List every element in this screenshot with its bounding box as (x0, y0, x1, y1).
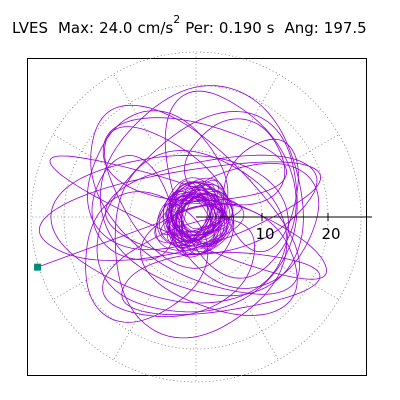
trace-loop-7 (49, 155, 327, 280)
grid-spoke-210 (52, 262, 118, 300)
grid-spoke-120 (113, 73, 151, 139)
max-value: 24.0 (99, 19, 133, 37)
max-label: Max: (57, 19, 95, 37)
trace-tail (37, 223, 157, 268)
trace-loop-2 (38, 161, 322, 262)
trace-loop-1 (105, 154, 318, 255)
trace-loop-14 (104, 126, 235, 269)
trace-loop-18 (102, 218, 255, 318)
trace-loop-11 (175, 163, 320, 289)
trace-loop-19 (96, 111, 298, 313)
trace-loop-20 (90, 104, 300, 295)
max-unit-exponent: 2 (173, 13, 181, 26)
trace-cluster-10 (171, 192, 222, 241)
max-unit: cm/s (137, 19, 174, 37)
station-code: LVES (12, 19, 48, 37)
grid-spoke-60 (241, 73, 279, 139)
grid-spoke-240 (113, 295, 151, 361)
trace-loop-5 (86, 110, 229, 250)
radial-tick-label-10: 10 (255, 225, 274, 243)
per-label: Per: (185, 19, 214, 37)
trace-cluster-17 (155, 181, 234, 251)
per-value: 0.190 s (218, 19, 275, 37)
particle-trace (34, 85, 327, 339)
ang-label: Ang: (284, 19, 319, 37)
trace-cluster-25 (156, 177, 226, 250)
radial-axis: 10 20 (196, 213, 372, 243)
trace-loop-3 (114, 150, 288, 339)
trace-loop-13 (121, 251, 321, 316)
trace-cluster-23 (174, 199, 218, 242)
trace-loop-17 (222, 138, 299, 253)
grid-spoke-150 (52, 134, 118, 172)
trace-loop-16 (91, 155, 175, 261)
trace-cluster-38 (162, 186, 222, 253)
trace-cluster-37 (179, 198, 208, 244)
trace-cluster-28 (159, 193, 245, 247)
radial-tick-label-20: 20 (321, 225, 340, 243)
trace-loop-10 (85, 191, 209, 323)
trace-cluster-32 (168, 205, 223, 234)
trace-cluster-21 (174, 192, 221, 236)
grid-spoke-330 (274, 262, 340, 300)
ang-value: 197.5 (323, 19, 367, 37)
header: LVES Max: 24.0 cm/s2 Per: 0.190 s Ang: 197.5 (12, 13, 367, 38)
trace-cluster-29 (177, 194, 216, 239)
trace-cluster-40 (170, 182, 228, 245)
grid-spoke-300 (241, 295, 279, 361)
trace-cluster-39 (181, 196, 213, 233)
trace-cluster-24 (165, 202, 224, 233)
trace-cluster-27 (166, 187, 233, 255)
trace-loop-8 (50, 154, 289, 304)
trace-loop-9 (99, 85, 304, 297)
start-marker (34, 263, 42, 271)
grid-spoke-30 (274, 134, 340, 172)
